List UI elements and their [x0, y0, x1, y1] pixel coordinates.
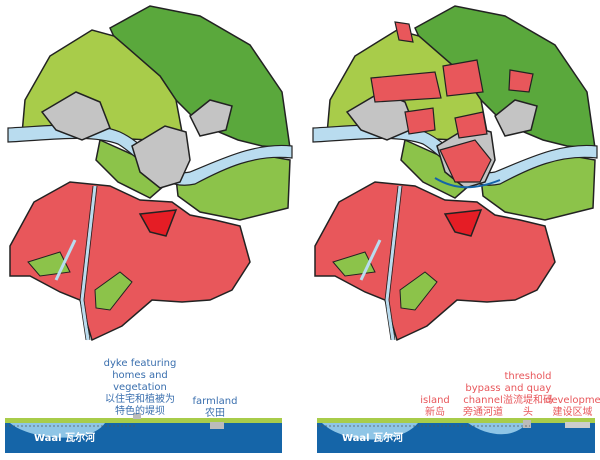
dyke-label: dyke featuring homes and vegetation 以住宅和… — [103, 358, 177, 417]
right-map — [311, 4, 599, 342]
bypass-label: bypass channel 旁通河道 — [463, 383, 503, 418]
river-label-left: Waal 瓦尔河 — [34, 433, 96, 444]
bypass-channel — [434, 177, 501, 189]
threshold-label: threshold and quay 溢流堤和码头 — [503, 371, 553, 418]
left-section — [5, 413, 282, 453]
farmland-label: farmland 农田 — [192, 396, 238, 419]
island-label: island 新岛 — [420, 395, 450, 418]
left-map — [6, 4, 294, 342]
development-label: development 建设区域 — [545, 395, 600, 418]
new-development-blocks — [370, 21, 534, 183]
river-label-right: Waal 瓦尔河 — [342, 433, 404, 444]
right-section — [317, 418, 595, 453]
